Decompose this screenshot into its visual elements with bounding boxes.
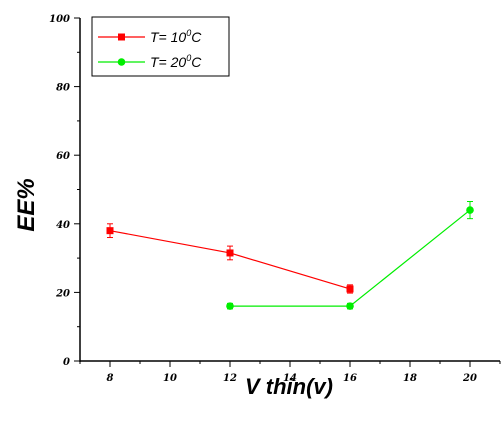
y-tick-label: 60	[56, 151, 70, 162]
data-point	[226, 302, 234, 310]
data-point	[106, 227, 114, 235]
x-tick-label: 10	[163, 373, 177, 384]
x-tick-label: 14	[283, 373, 297, 384]
legend-box	[91, 16, 230, 77]
x-tick-label: 12	[223, 373, 237, 384]
legend-label: T= 200C	[150, 53, 202, 70]
y-tick-label: 100	[49, 14, 70, 25]
legend: T= 100C T= 200C	[91, 16, 230, 77]
legend-label: T= 100C	[150, 28, 202, 45]
y-tick-label: 80	[56, 83, 70, 94]
series-2	[226, 201, 474, 310]
data-point	[346, 302, 354, 310]
legend-marker	[117, 58, 126, 66]
y-tick-label: 20	[55, 288, 70, 299]
series-1	[106, 223, 354, 294]
data-point	[466, 206, 474, 214]
legend-item: T= 200C	[98, 53, 202, 70]
data-point	[226, 249, 234, 257]
data-point	[346, 285, 354, 293]
y-axis-title: EE%	[13, 178, 40, 231]
series-layer	[106, 201, 474, 310]
x-tick-label: 16	[343, 373, 357, 384]
y-tick-label: 40	[56, 220, 70, 231]
legend-marker	[118, 33, 125, 41]
x-tick-label: 8	[107, 373, 114, 384]
x-tick-label: 20	[462, 373, 477, 384]
x-axis-title: V thin(v)	[245, 374, 333, 399]
legend-item: T= 100C	[98, 28, 202, 45]
x-tick-label: 18	[403, 373, 417, 384]
y-tick-label: 0	[63, 357, 70, 368]
axes: 0 20 40 60 80 100 8 10 12 14 16 18 20	[49, 14, 501, 384]
